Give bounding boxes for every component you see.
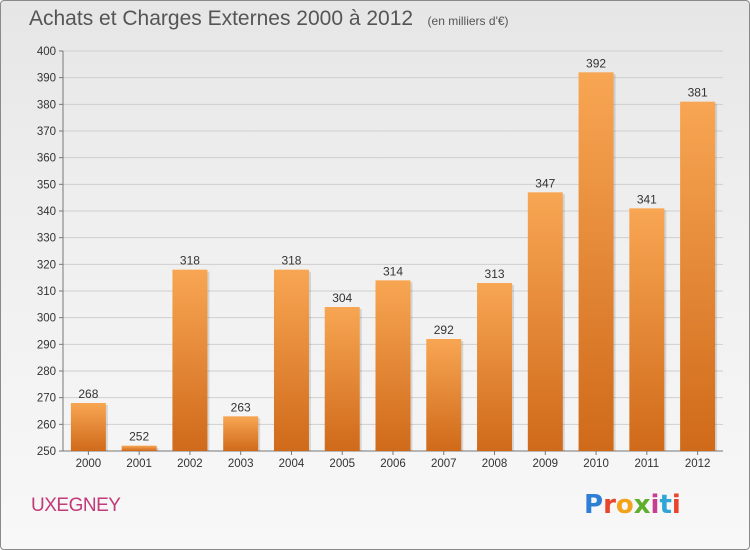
y-tick-label: 370 — [37, 126, 56, 138]
bar-value-label: 347 — [535, 176, 555, 190]
bar-value-label: 252 — [129, 430, 149, 444]
bar-value-label: 292 — [434, 323, 454, 337]
bars — [70, 72, 718, 452]
bar — [324, 307, 360, 451]
y-tick-label: 380 — [37, 99, 56, 111]
chart-title-main: Achats et Charges Externes 2000 à 2012 — [29, 7, 414, 30]
x-tick-label: 2010 — [583, 458, 609, 470]
chart-title-unit: (en milliers d'€) — [427, 14, 509, 28]
bar-value-label: 318 — [180, 254, 200, 268]
x-tick-label: 2004 — [279, 458, 305, 470]
y-tick-label: 340 — [37, 206, 56, 218]
y-tick-label: 250 — [37, 446, 56, 458]
x-tick-label: 2000 — [76, 458, 102, 470]
bar — [223, 416, 259, 451]
y-tick-label: 400 — [37, 46, 56, 58]
x-tick-label: 2005 — [329, 458, 355, 470]
bar — [527, 192, 563, 452]
x-tick-label: 2003 — [228, 458, 254, 470]
bar — [578, 72, 614, 451]
proxiti-logo: Proxiti — [584, 490, 681, 520]
bar — [629, 208, 665, 451]
x-tick-label: 2012 — [685, 458, 711, 470]
bar — [426, 339, 462, 451]
bar-value-label: 392 — [586, 56, 606, 70]
bar — [477, 283, 513, 451]
commune-name: UXEGNEY — [31, 495, 121, 516]
bar — [70, 403, 106, 451]
bar-value-label: 268 — [78, 387, 98, 401]
x-tick-label: 2009 — [533, 458, 559, 470]
y-tick-label: 330 — [37, 233, 56, 245]
y-tick-label: 280 — [37, 366, 56, 378]
bar — [375, 280, 411, 451]
bar-value-label: 263 — [231, 400, 251, 414]
bar — [273, 269, 309, 451]
bar — [680, 101, 716, 452]
bar-value-label: 341 — [637, 192, 657, 206]
y-tick-label: 360 — [37, 153, 56, 165]
labels: 250 260 270 280 290 300 310 320 330 340 350 360 370 3… — [37, 46, 711, 470]
x-tick-label: 2006 — [380, 458, 406, 470]
bar-value-label: 381 — [688, 86, 708, 100]
x-tick-label: 2001 — [126, 458, 152, 470]
bar-value-label: 318 — [281, 254, 301, 268]
y-tick-label: 320 — [37, 259, 56, 271]
x-tick-label: 2008 — [482, 458, 508, 470]
y-tick-label: 290 — [37, 339, 56, 351]
x-tick-label: 2011 — [634, 458, 659, 470]
bar-value-label: 313 — [485, 267, 505, 281]
x-tick-label: 2007 — [431, 458, 457, 470]
y-tick-label: 310 — [37, 286, 56, 298]
x-tick-label: 2002 — [177, 458, 203, 470]
y-tick-label: 270 — [37, 393, 56, 405]
y-tick-label: 350 — [37, 179, 56, 191]
bar-value-label: 304 — [332, 291, 352, 305]
y-tick-label: 300 — [37, 313, 56, 325]
bar — [172, 269, 208, 451]
y-tick-label: 390 — [37, 73, 56, 85]
chart-title: Achats et Charges Externes 2000 à 2012 (… — [29, 7, 509, 31]
bar-value-label: 314 — [383, 264, 403, 278]
y-tick-label: 260 — [37, 419, 56, 431]
bar — [121, 445, 157, 451]
